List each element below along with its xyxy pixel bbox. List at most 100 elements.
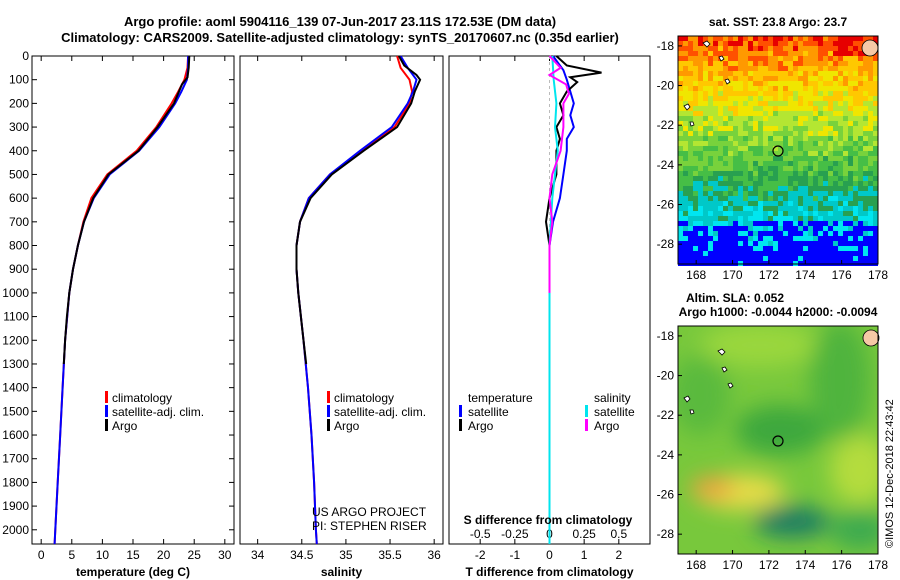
sst-cell bbox=[728, 106, 733, 111]
sst-cell bbox=[708, 106, 713, 111]
sst-cell bbox=[863, 91, 868, 96]
map-y-tick-label: -22 bbox=[657, 408, 675, 422]
island bbox=[683, 103, 691, 111]
sst-cell bbox=[723, 176, 728, 181]
sst-cell bbox=[688, 96, 693, 101]
sst-cell bbox=[693, 181, 698, 186]
sst-cell bbox=[823, 221, 828, 226]
sst-map-axes: 168 170 172 174 176 178-18-20-22-24-26-28 bbox=[657, 35, 888, 282]
sst-cell bbox=[813, 121, 818, 126]
s-difference-axis-title: S difference from climatology bbox=[464, 513, 633, 527]
difference-legend: temperature satellite Argo salinity sate… bbox=[459, 391, 635, 433]
sst-cell bbox=[868, 251, 873, 256]
sst-cell bbox=[793, 161, 798, 166]
sst-cell bbox=[758, 211, 763, 216]
sst-cell bbox=[823, 91, 828, 96]
sst-islands bbox=[683, 39, 879, 127]
sst-cell bbox=[698, 231, 703, 236]
sst-cell bbox=[788, 241, 793, 246]
sst-cell bbox=[713, 226, 718, 231]
sst-cell bbox=[748, 181, 753, 186]
sst-cell bbox=[718, 166, 723, 171]
sst-cell bbox=[723, 51, 728, 56]
sst-cell bbox=[738, 81, 743, 86]
sst-cell bbox=[838, 126, 843, 131]
sst-cell bbox=[853, 121, 858, 126]
sst-cell bbox=[728, 216, 733, 221]
sst-cell bbox=[678, 151, 683, 156]
sst-cell bbox=[778, 46, 783, 51]
sst-cell bbox=[733, 116, 738, 121]
sst-cell bbox=[763, 131, 768, 136]
sst-cell bbox=[808, 96, 813, 101]
sst-cell bbox=[848, 61, 853, 66]
sst-cell bbox=[773, 181, 778, 186]
sst-cell bbox=[743, 246, 748, 251]
title-line-1: Argo profile: aoml 5904116_139 07-Jun-20… bbox=[124, 14, 556, 29]
sst-cell bbox=[838, 226, 843, 231]
sst-cell bbox=[738, 146, 743, 151]
sst-cell bbox=[853, 101, 858, 106]
sst-cell bbox=[768, 241, 773, 246]
sst-cell bbox=[688, 56, 693, 61]
sst-cell bbox=[768, 211, 773, 216]
sst-cell bbox=[733, 136, 738, 141]
sst-cell bbox=[798, 76, 803, 81]
sst-cell bbox=[728, 51, 733, 56]
sst-cell bbox=[778, 221, 783, 226]
sst-cell bbox=[838, 46, 843, 51]
map-y-tick-label: -26 bbox=[657, 488, 675, 502]
sst-cell bbox=[713, 231, 718, 236]
sst-cell bbox=[733, 131, 738, 136]
x-tick-label: 36 bbox=[427, 548, 441, 562]
x-tick-label: 30 bbox=[218, 548, 232, 562]
sst-cell bbox=[763, 151, 768, 156]
sst-cell bbox=[823, 56, 828, 61]
sst-cell bbox=[833, 106, 838, 111]
sst-cell bbox=[713, 196, 718, 201]
sst-cell bbox=[828, 116, 833, 121]
x-axis-title: T difference from climatology bbox=[465, 565, 633, 579]
map-x-tick-label: 174 bbox=[795, 268, 815, 282]
x-tick-label: 34.5 bbox=[290, 548, 314, 562]
legend-satellite-label: satellite-adj. clim. bbox=[334, 405, 426, 419]
sst-cell bbox=[753, 161, 758, 166]
sst-cell bbox=[768, 216, 773, 221]
sst-cell bbox=[848, 86, 853, 91]
sst-cell bbox=[728, 256, 733, 261]
sst-cell bbox=[778, 136, 783, 141]
sst-cell bbox=[733, 91, 738, 96]
sst-cell bbox=[818, 66, 823, 71]
sst-cell bbox=[793, 191, 798, 196]
sst-cell bbox=[858, 231, 863, 236]
sst-cell bbox=[828, 71, 833, 76]
sst-cell bbox=[768, 231, 773, 236]
sst-cell bbox=[828, 216, 833, 221]
sst-cell bbox=[678, 191, 683, 196]
sst-cell bbox=[803, 101, 808, 106]
map-y-tick-label: -24 bbox=[657, 448, 675, 462]
sst-cell bbox=[738, 66, 743, 71]
sst-cell bbox=[723, 191, 728, 196]
sst-cell bbox=[873, 156, 878, 161]
sst-cell bbox=[698, 81, 703, 86]
sst-cell bbox=[758, 111, 763, 116]
sst-cell bbox=[718, 141, 723, 146]
sst-cell bbox=[708, 151, 713, 156]
sst-cell bbox=[683, 201, 688, 206]
sst-cell bbox=[763, 166, 768, 171]
sst-cell bbox=[683, 46, 688, 51]
x-tick-label: 0 bbox=[546, 548, 553, 562]
sst-cell bbox=[803, 161, 808, 166]
island bbox=[862, 329, 880, 347]
sst-cell bbox=[703, 111, 708, 116]
sst-cell bbox=[743, 191, 748, 196]
sst-cell bbox=[723, 201, 728, 206]
sst-cell bbox=[678, 116, 683, 121]
sst-cell bbox=[868, 201, 873, 206]
sst-cell bbox=[703, 241, 708, 246]
sst-cell bbox=[823, 106, 828, 111]
sst-cell bbox=[678, 86, 683, 91]
sst-cell bbox=[848, 76, 853, 81]
sst-cell bbox=[688, 151, 693, 156]
